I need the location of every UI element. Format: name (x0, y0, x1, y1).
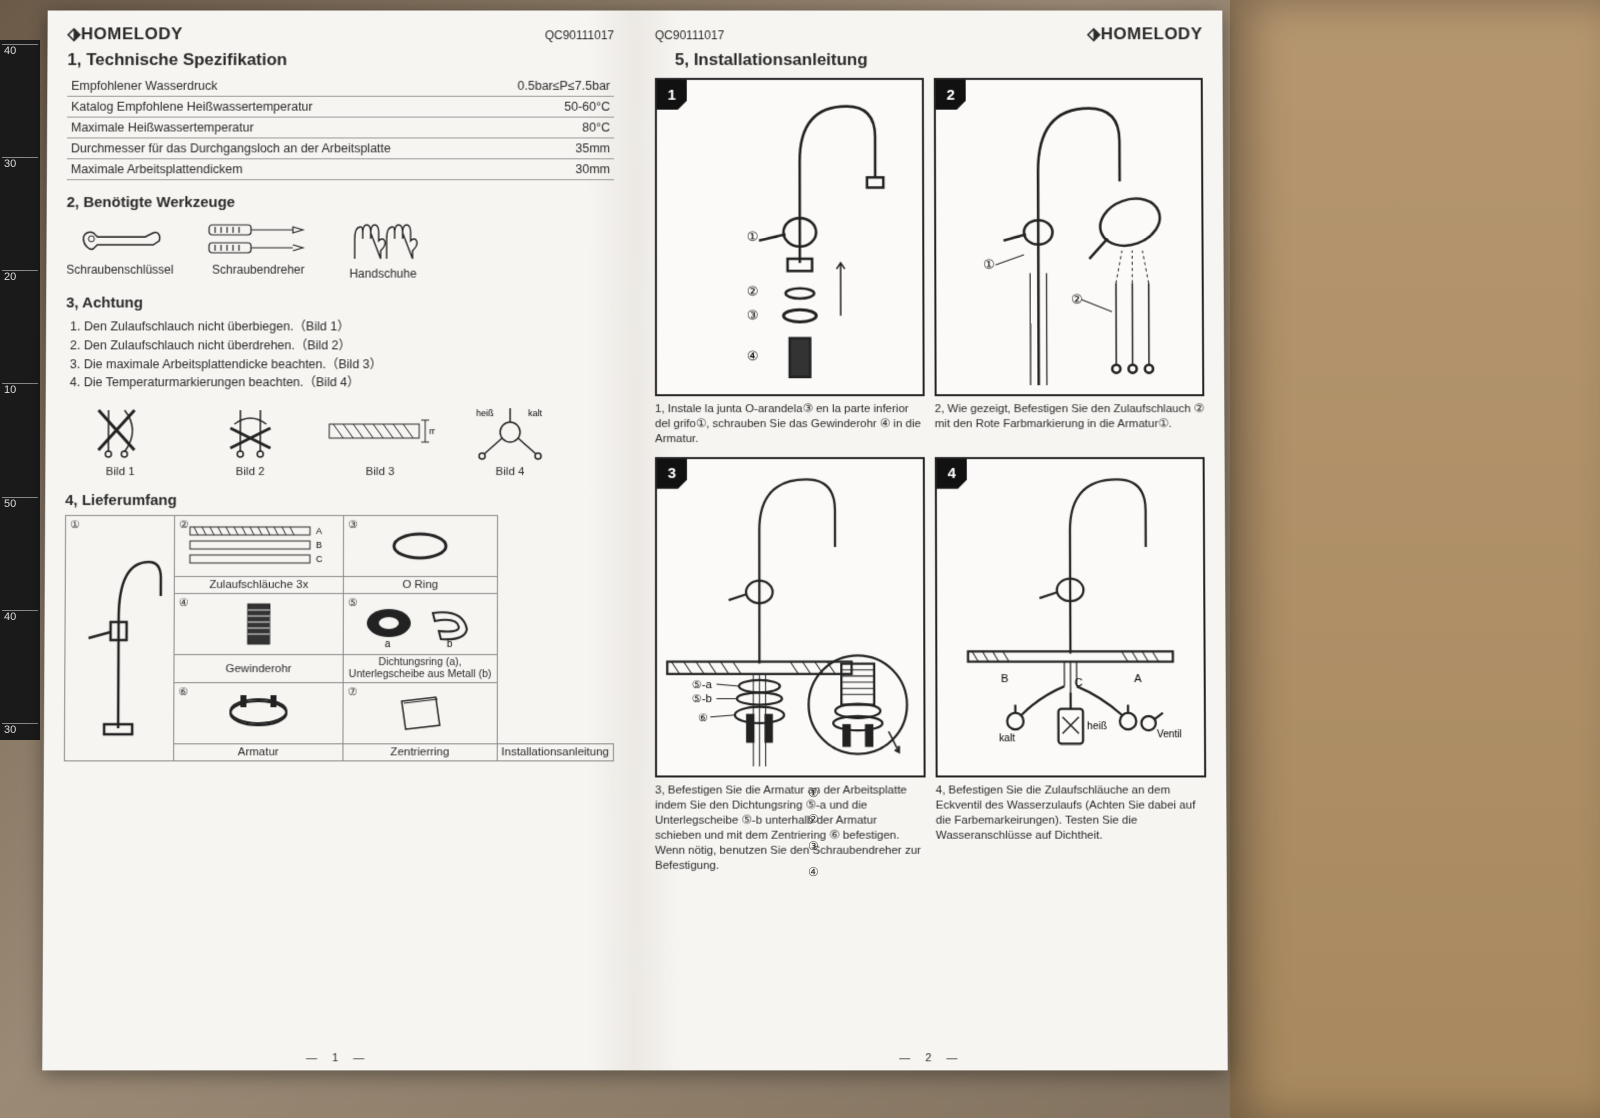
install-step-2: 2 ① ② (934, 78, 1205, 447)
page-1: ⬗HOMELODY QC90111017 1, Technische Spezi… (42, 11, 635, 1071)
svg-text:B: B (1001, 673, 1009, 685)
page-number-1: — 1 — (42, 1052, 634, 1064)
svg-text:max 30mm: max 30mm (429, 426, 435, 436)
fig-bild-3: max 30mm Bild 3 (325, 402, 435, 478)
section-2-title: 2, Benötigte Werkzeuge (67, 194, 614, 211)
tool-gloves: Handschuhe (343, 219, 423, 281)
svg-text:C: C (1075, 677, 1083, 689)
svg-text:A: A (316, 526, 322, 536)
fig-bild-2: Bild 2 (195, 402, 305, 478)
parts-table: ① ② ABC ③ Zulaufschläuche 3xO Ring ④ ⑤ (64, 515, 614, 761)
svg-text:b: b (447, 639, 453, 649)
tool-wrench: Schraubenschlüssel (66, 219, 173, 281)
page-number-2: — 2 — (635, 1052, 1228, 1064)
install-step-4: 4 (935, 457, 1207, 873)
svg-text:⑤-b: ⑤-b (692, 693, 712, 705)
warning-list: Den Zulaufschlauch nicht überbiegen.（Bil… (66, 317, 614, 392)
page-2: QC90111017 ⬗HOMELODY 5, Installationsanl… (635, 11, 1228, 1071)
svg-text:kalt: kalt (999, 733, 1015, 744)
svg-text:heiß: heiß (1087, 721, 1107, 732)
installation-grid: 1 ① ② ③ (655, 78, 1207, 873)
fig-bild-4: heißkalt Bild 4 (455, 402, 565, 478)
fig-bild-1: Bild 1 (65, 402, 175, 478)
ruler: 40302010504030 (0, 40, 40, 740)
warning-figures: Bild 1 Bild 2 max 30mm Bild 3 heißkalt B… (65, 402, 614, 478)
instruction-sheet: ⬗HOMELODY QC90111017 1, Technische Spezi… (42, 11, 1227, 1071)
install-step-1: 1 ① ② ③ (655, 78, 925, 447)
section-5-title: 5, Installationsanleitung (675, 50, 1203, 70)
brand-logo-right: ⬗HOMELODY (1087, 24, 1202, 44)
screwdriver-icon (203, 219, 313, 259)
spec-table: Empfohlener Wasserdruck0.5bar≤P≤7.5bar K… (67, 76, 614, 180)
svg-text:④: ④ (747, 349, 759, 364)
section-3-title: 3, Achtung (66, 295, 614, 312)
svg-text:Ventil: Ventil (1157, 729, 1182, 740)
svg-text:③: ③ (747, 308, 759, 323)
cardboard-box-edge (1230, 0, 1600, 1118)
product-code-right: QC90111017 (655, 28, 724, 42)
svg-text:B: B (316, 540, 322, 550)
faucet-icon (74, 538, 165, 738)
section-1-title: 1, Technische Spezifikation (67, 50, 614, 70)
brand-logo: ⬗HOMELODY (67, 24, 182, 44)
svg-text:⑥: ⑥ (698, 712, 708, 724)
svg-text:A: A (1134, 673, 1142, 685)
product-code: QC90111017 (545, 28, 614, 42)
wrench-icon (75, 219, 165, 259)
side-annotation: ① ② ③ ④ (808, 780, 819, 886)
gloves-icon (343, 219, 423, 263)
tools-row: Schraubenschlüssel Schraubendreher (66, 219, 614, 281)
install-step-3: 3 (655, 457, 926, 873)
svg-text:kalt: kalt (528, 408, 542, 418)
tool-screwdriver: Schraubendreher (203, 219, 313, 281)
svg-text:①: ① (983, 257, 995, 272)
svg-text:a: a (385, 639, 391, 649)
section-4-title: 4, Lieferumfang (65, 492, 614, 509)
svg-text:①: ① (747, 228, 759, 243)
svg-text:②: ② (1071, 292, 1083, 307)
svg-text:C: C (316, 554, 323, 564)
svg-text:②: ② (747, 283, 759, 298)
svg-text:heiß: heiß (476, 408, 494, 418)
svg-text:⑤-a: ⑤-a (692, 679, 713, 691)
